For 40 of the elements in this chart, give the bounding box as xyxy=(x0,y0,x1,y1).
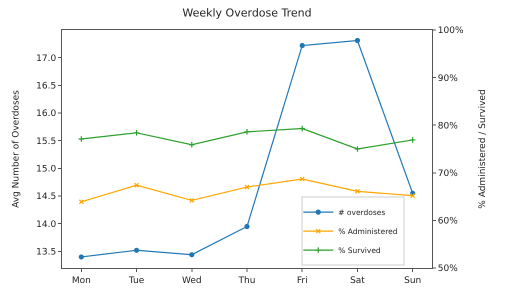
y2-tick-label: 80% xyxy=(438,121,458,132)
y-axis-title: Avg Number of Overdoses xyxy=(12,90,22,208)
point xyxy=(134,182,140,188)
point xyxy=(188,141,196,148)
chart-title: Weekly Overdose Trend xyxy=(182,6,312,20)
y2-tick-label: 50% xyxy=(438,264,458,274)
point xyxy=(300,176,305,182)
point xyxy=(354,188,360,194)
point xyxy=(354,38,360,44)
point xyxy=(298,125,306,132)
y-tick-label: 13.5 xyxy=(36,248,56,258)
point xyxy=(354,146,361,152)
x-tick-label: Wed xyxy=(182,276,202,286)
x-tick-label: Fri xyxy=(296,276,308,286)
point xyxy=(189,198,194,204)
x-tick-label: Sun xyxy=(404,276,422,286)
y2-axis-title: % Administered / Survived xyxy=(478,89,488,209)
x-tick-label: Sat xyxy=(350,276,366,286)
y-tick-label: 15.5 xyxy=(36,136,56,147)
point xyxy=(244,184,250,190)
x-tick-label: Tue xyxy=(128,276,145,286)
y-tick-label: 15.0 xyxy=(36,164,56,175)
point xyxy=(300,42,305,48)
y2-tick-label: 60% xyxy=(438,216,458,227)
point xyxy=(133,129,140,136)
y2-tick-label: 100% xyxy=(438,26,464,36)
y-tick-label: 14.5 xyxy=(36,192,56,202)
point xyxy=(244,224,250,230)
y2-tick-label: 70% xyxy=(438,168,458,179)
y-tick-label: 14.0 xyxy=(36,220,56,230)
point xyxy=(134,248,140,253)
point xyxy=(78,254,84,260)
point xyxy=(244,128,250,136)
point xyxy=(189,252,194,258)
y-tick-label: 16.5 xyxy=(36,82,56,92)
y-tick-label: 17.0 xyxy=(36,54,56,64)
x-tick-label: Thu xyxy=(238,276,256,286)
y-tick-label: 16.0 xyxy=(36,109,56,120)
x-tick-label: Mon xyxy=(72,276,91,286)
y2-tick-label: 90% xyxy=(438,74,458,84)
